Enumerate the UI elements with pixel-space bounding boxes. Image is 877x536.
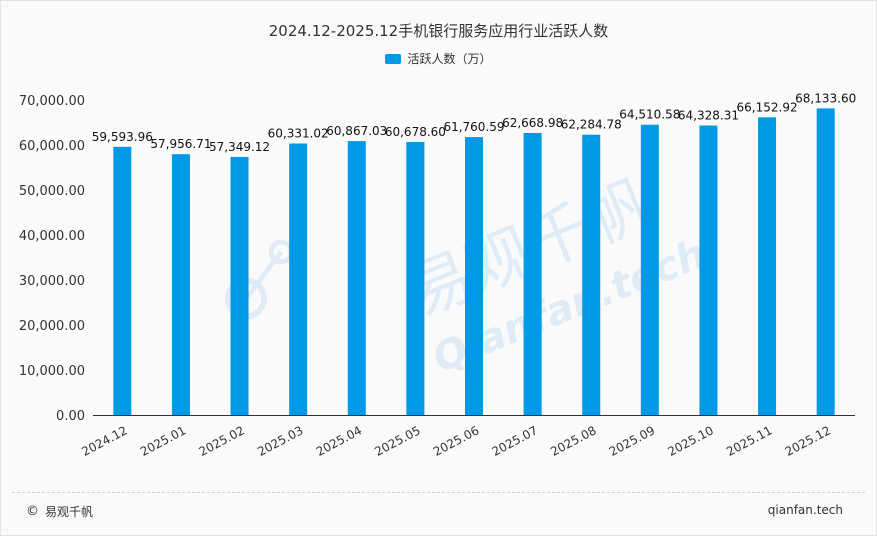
- x-tick-label: 2025.11: [724, 423, 774, 459]
- bar-value-label: 61,760.59: [443, 120, 504, 134]
- watermark: 易观千帆 Qianfan.tech: [225, 167, 712, 382]
- copyright-icon: ©: [26, 504, 39, 519]
- bar[interactable]: [289, 143, 308, 415]
- footer-divider: [12, 492, 865, 493]
- chart-title: 2024.12-2025.12手机银行服务应用行业活跃人数: [268, 22, 609, 40]
- bar[interactable]: [523, 132, 542, 415]
- y-tick-label: 10,000.00: [19, 364, 85, 379]
- x-tick-label: 2025.02: [197, 423, 247, 459]
- bar-value-label: 60,867.03: [326, 124, 387, 138]
- x-tick-label: 2024.12: [79, 423, 129, 459]
- legend-swatch: [385, 53, 402, 64]
- x-tick-label: 2025.12: [783, 423, 833, 459]
- x-tick-label: 2025.04: [314, 423, 364, 459]
- x-axis: 2024.12 2025.01 2025.02 2025.03 2025.04 2025.…: [79, 423, 833, 459]
- bar-value-label: 60,678.60: [385, 125, 446, 139]
- y-axis: 0.00 10,000.00 20,000.00 30,000.00 40,000.00…: [19, 94, 85, 424]
- x-tick-label: 2025.06: [431, 423, 481, 459]
- x-tick-label: 2025.08: [548, 423, 598, 459]
- bar[interactable]: [816, 108, 835, 415]
- x-tick-label: 2025.01: [138, 423, 188, 459]
- y-tick-label: 70,000.00: [19, 94, 85, 109]
- y-tick-label: 50,000.00: [19, 184, 85, 199]
- bar-value-label: 60,331.02: [268, 127, 329, 141]
- bar[interactable]: [465, 137, 483, 416]
- x-tick-label: 2025.09: [607, 423, 657, 459]
- bar[interactable]: [230, 156, 249, 415]
- bar-value-label: 57,956.71: [150, 137, 211, 151]
- footer-brand: © 易观千帆: [26, 503, 93, 520]
- y-tick-label: 20,000.00: [19, 319, 85, 334]
- x-tick-label: 2025.03: [255, 423, 305, 459]
- bar-value-label: 64,510.58: [619, 108, 680, 122]
- bar-value-label: 57,349.12: [209, 140, 270, 154]
- bar[interactable]: [406, 141, 425, 416]
- bar[interactable]: [640, 124, 659, 415]
- bar[interactable]: [171, 154, 190, 415]
- bar[interactable]: [113, 146, 132, 415]
- legend[interactable]: 活跃人数（万）: [0, 50, 877, 67]
- footer-brand-name: 易观千帆: [45, 505, 94, 519]
- x-tick-label: 2025.10: [665, 423, 715, 459]
- y-tick-label: 30,000.00: [19, 274, 85, 289]
- y-tick-label: 0.00: [56, 409, 85, 424]
- y-tick-label: 60,000.00: [19, 139, 85, 154]
- data-labels: 59,593.9657,956.7157,349.1260,331.0260,8…: [92, 91, 856, 154]
- bar-value-label: 66,152.92: [737, 100, 798, 114]
- bar[interactable]: [347, 141, 366, 415]
- watermark-logo-line-icon: [244, 250, 284, 300]
- legend-label: 活跃人数（万）: [407, 52, 492, 66]
- bars: [113, 108, 835, 416]
- bar-value-label: 62,284.78: [561, 118, 622, 132]
- x-tick-label: 2025.07: [490, 423, 540, 459]
- bar[interactable]: [758, 117, 777, 415]
- y-tick-label: 40,000.00: [19, 229, 85, 244]
- bar-value-label: 64,328.31: [678, 109, 739, 123]
- bar[interactable]: [582, 134, 601, 415]
- footer-site[interactable]: qianfan.tech: [767, 503, 843, 517]
- bar-value-label: 62,668.98: [502, 116, 563, 130]
- bar-value-label: 59,593.96: [92, 130, 153, 144]
- bar[interactable]: [699, 125, 718, 415]
- x-tick-label: 2025.05: [372, 423, 422, 459]
- bar-value-label: 68,133.60: [795, 91, 856, 105]
